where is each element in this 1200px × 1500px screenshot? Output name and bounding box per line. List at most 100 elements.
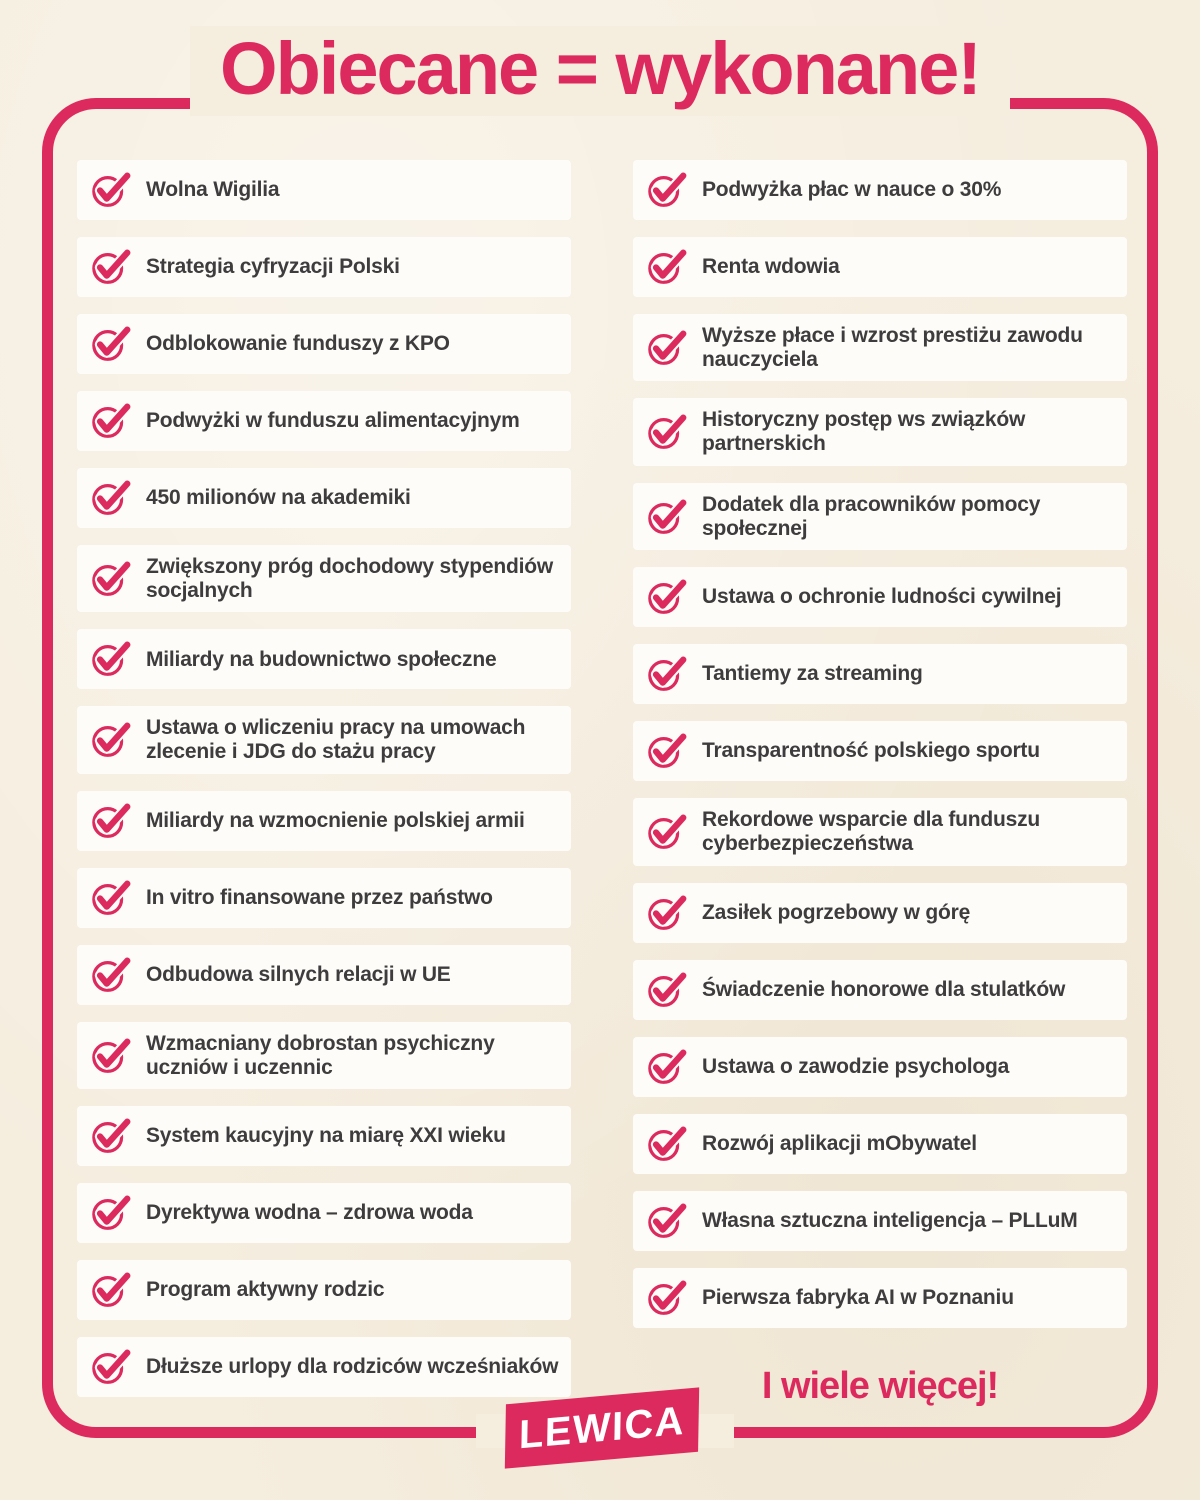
- checklist-item: Renta wdowia: [633, 237, 1127, 297]
- item-label: Ustawa o zawodzie psychologa: [702, 1054, 1010, 1078]
- item-label: Dyrektywa wodna – zdrowa woda: [146, 1201, 473, 1225]
- item-label: 450 milionów na akademiki: [146, 486, 411, 510]
- check-circle-icon: [647, 731, 689, 771]
- check-circle-icon: [647, 412, 689, 452]
- item-label: Zwiększony próg dochodowy stypendiów soc…: [146, 555, 553, 602]
- item-label: Ustawa o wliczeniu pracy na umowach zlec…: [146, 716, 526, 764]
- item-label: Wzmacniany dobrostan psychiczny uczniów …: [146, 1031, 495, 1079]
- check-circle-icon: [647, 328, 689, 368]
- item-label: In vitro finansowane przez państwo: [146, 886, 493, 910]
- item-label: Własna sztuczna inteligencja – PLLuM: [702, 1208, 1078, 1232]
- check-circle-icon: [91, 639, 133, 679]
- item-label: Odblokowanie funduszy z KPO: [146, 332, 450, 356]
- item-label: Strategia cyfryzacji Polski: [146, 255, 400, 279]
- item-label: Dodatek dla pracowników pomocy społeczne…: [702, 492, 1041, 540]
- checklist-item: Odbudowa silnych relacji w UE: [77, 944, 571, 1005]
- checklist-item: Strategia cyfryzacji Polski: [77, 237, 571, 297]
- check-circle-icon: [91, 1347, 133, 1387]
- check-circle-icon: [647, 497, 689, 537]
- check-circle-icon: [647, 1047, 689, 1087]
- checklist-item: Dłuższe urlopy dla rodziców wcześniaków: [77, 1337, 571, 1398]
- check-circle-icon: [91, 1036, 133, 1076]
- check-circle-icon: [91, 170, 133, 210]
- item-label: Tantiemy za streaming: [702, 662, 923, 686]
- item-label: Program aktywny rodzic: [146, 1278, 385, 1302]
- item-label: Rozwój aplikacji mObywatel: [702, 1131, 977, 1155]
- checklist-item: Dyrektywa wodna – zdrowa woda: [77, 1183, 571, 1244]
- checklist-item: Miliardy na wzmocnienie polskiej armii: [77, 790, 571, 851]
- check-circle-icon: [647, 970, 689, 1010]
- check-circle-icon: [91, 1116, 133, 1156]
- checklist-item: Ustawa o zawodzie psychologa: [633, 1036, 1127, 1097]
- checklist-item: Rozwój aplikacji mObywatel: [633, 1113, 1127, 1174]
- check-circle-icon: [647, 654, 689, 694]
- item-label: Podwyżka płac w nauce o 30%: [702, 178, 1002, 202]
- checklist-item: Ustawa o wliczeniu pracy na umowach zlec…: [77, 706, 571, 774]
- checklist-item: Dodatek dla pracowników pomocy społeczne…: [633, 482, 1127, 551]
- checklist-item: Historyczny postęp ws związków partnersk…: [633, 398, 1127, 466]
- item-label: Pierwsza fabryka AI w Poznaniu: [702, 1285, 1014, 1309]
- item-label: Ustawa o ochronie ludności cywilnej: [702, 585, 1062, 609]
- check-circle-icon: [91, 1193, 133, 1233]
- checklist-item: Ustawa o ochronie ludności cywilnej: [633, 567, 1127, 628]
- item-label: Dłuższe urlopy dla rodziców wcześniaków: [146, 1355, 559, 1379]
- check-circle-icon: [647, 1124, 689, 1164]
- check-circle-icon: [91, 1270, 133, 1310]
- checklist-item: Tantiemy za streaming: [633, 644, 1127, 705]
- checklist-item: Wyższe płace i wzrost prestiżu zawodu na…: [633, 314, 1127, 382]
- check-circle-icon: [647, 577, 689, 617]
- check-circle-icon: [91, 478, 133, 518]
- check-circle-icon: [647, 247, 689, 287]
- checklist-item: Zasiłek pogrzebowy w górę: [633, 882, 1127, 943]
- checklist-item: 450 milionów na akademiki: [77, 468, 571, 528]
- item-label: System kaucyjny na miarę XXI wieku: [146, 1124, 506, 1148]
- item-label: Wyższe płace i wzrost prestiżu zawodu na…: [702, 324, 1083, 371]
- check-circle-icon: [91, 247, 133, 287]
- check-circle-icon: [647, 170, 689, 210]
- item-label: Podwyżki w funduszu alimentacyjnym: [146, 409, 520, 433]
- check-circle-icon: [91, 401, 133, 441]
- checklist-item: Miliardy na budownictwo społeczne: [77, 629, 571, 690]
- checklist-item: Własna sztuczna inteligencja – PLLuM: [633, 1190, 1127, 1251]
- column-left: Wolna Wigilia Strategia cyfryzacji Polsk…: [77, 160, 571, 1398]
- lewica-logo-text: LEWICA: [518, 1398, 686, 1457]
- checklist-item: Transparentność polskiego sportu: [633, 721, 1127, 782]
- item-label: Transparentność polskiego sportu: [702, 739, 1040, 763]
- more-text: I wiele więcej!: [761, 1364, 999, 1407]
- item-label: Rekordowe wsparcie dla funduszu cyberbez…: [702, 808, 1041, 856]
- checklist-item: Pierwsza fabryka AI w Poznaniu: [633, 1267, 1127, 1328]
- checklist-item: Wolna Wigilia: [77, 160, 571, 220]
- check-circle-icon: [91, 955, 133, 995]
- check-circle-icon: [91, 878, 133, 918]
- column-right: Podwyżka płac w nauce o 30% Renta wdowia…: [633, 160, 1127, 1408]
- check-circle-icon: [91, 720, 133, 760]
- checklist-item: Podwyżki w funduszu alimentacyjnym: [77, 391, 571, 451]
- item-label: Odbudowa silnych relacji w UE: [146, 963, 451, 987]
- item-label: Miliardy na budownictwo społeczne: [146, 647, 497, 671]
- item-label: Miliardy na wzmocnienie polskiej armii: [146, 809, 525, 833]
- title-area: Obiecane = wykonane!: [0, 26, 1200, 116]
- checklist-item: In vitro finansowane przez państwo: [77, 867, 571, 928]
- checklist-item: Świadczenie honorowe dla stulatków: [633, 959, 1127, 1020]
- item-label: Wolna Wigilia: [146, 178, 280, 202]
- check-circle-icon: [647, 1278, 689, 1318]
- check-circle-icon: [647, 1201, 689, 1241]
- item-label: Zasiłek pogrzebowy w górę: [702, 900, 971, 924]
- item-label: Renta wdowia: [702, 255, 840, 279]
- checklist-item: Program aktywny rodzic: [77, 1260, 571, 1321]
- item-label: Historyczny postęp ws związków partnersk…: [702, 408, 1026, 456]
- check-circle-icon: [91, 559, 133, 599]
- checklist-item: Podwyżka płac w nauce o 30%: [633, 160, 1127, 220]
- checklist-item: Odblokowanie funduszy z KPO: [77, 314, 571, 374]
- item-label: Świadczenie honorowe dla stulatków: [702, 977, 1066, 1001]
- check-circle-icon: [647, 893, 689, 933]
- check-circle-icon: [91, 324, 133, 364]
- checklist-item: Wzmacniany dobrostan psychiczny uczniów …: [77, 1021, 571, 1090]
- check-circle-icon: [647, 812, 689, 852]
- checklist-item: Zwiększony próg dochodowy stypendiów soc…: [77, 545, 571, 613]
- checklist-item: System kaucyjny na miarę XXI wieku: [77, 1106, 571, 1167]
- page-title: Obiecane = wykonane!: [190, 26, 1010, 116]
- check-circle-icon: [91, 801, 133, 841]
- checklist-item: Rekordowe wsparcie dla funduszu cyberbez…: [633, 798, 1127, 866]
